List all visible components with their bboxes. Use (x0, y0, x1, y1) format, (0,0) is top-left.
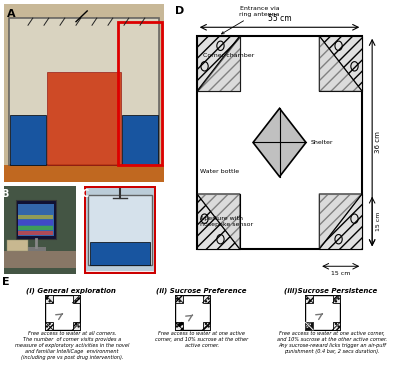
Bar (47, 72, 121, 165)
Bar (26, 247, 46, 253)
Text: B: B (1, 189, 8, 199)
Bar (197, 194, 240, 249)
Text: A: A (7, 9, 16, 19)
Text: 15 cm: 15 cm (376, 212, 381, 231)
Text: (iii)Sucrose Persistence: (iii)Sucrose Persistence (284, 287, 378, 294)
Text: Free access to water at one active
corner, and 10% sucrose at the other
active c: Free access to water at one active corne… (156, 331, 248, 348)
Text: (i) General exploration: (i) General exploration (26, 287, 116, 294)
Bar (10, 114, 46, 165)
Bar (197, 36, 362, 249)
Bar (197, 36, 240, 91)
Bar (88, 195, 152, 265)
Circle shape (306, 326, 308, 327)
Text: 55 cm: 55 cm (268, 14, 291, 23)
Bar (18, 215, 53, 219)
Bar (90, 242, 150, 265)
Bar (18, 204, 54, 236)
Text: Water bottle: Water bottle (200, 169, 239, 174)
Bar (306, 295, 313, 303)
Bar (332, 322, 340, 330)
Bar (4, 165, 164, 182)
Text: Entrance via
ring antenna: Entrance via ring antenna (222, 6, 280, 34)
Bar (9, 18, 159, 165)
Circle shape (181, 323, 183, 325)
Polygon shape (253, 108, 306, 177)
Bar (118, 22, 162, 165)
Text: (ii) Sucrose Preference: (ii) Sucrose Preference (156, 287, 246, 294)
Text: Aperture with
nosepoke sensor: Aperture with nosepoke sensor (200, 216, 253, 227)
Bar (18, 220, 53, 225)
Text: C: C (81, 189, 88, 199)
Text: Free access to water at one active corner,
and 10% sucrose at the other active c: Free access to water at one active corne… (277, 331, 387, 354)
Bar (16, 200, 56, 239)
Bar (306, 322, 313, 330)
Bar (176, 322, 183, 330)
Polygon shape (319, 194, 362, 249)
Bar (46, 295, 53, 303)
Bar (72, 322, 80, 330)
Text: Shelter: Shelter (311, 140, 334, 145)
Bar (306, 322, 313, 330)
Bar (72, 295, 80, 303)
Bar (319, 36, 362, 91)
Bar (202, 295, 210, 303)
Text: Corner chamber: Corner chamber (204, 53, 255, 58)
Text: D: D (175, 6, 184, 16)
Bar (122, 114, 158, 165)
Bar (332, 295, 340, 303)
Circle shape (309, 323, 310, 325)
Text: E: E (2, 277, 9, 287)
Bar (46, 322, 53, 330)
Polygon shape (197, 194, 240, 249)
Bar (18, 225, 53, 230)
Bar (176, 295, 183, 303)
Polygon shape (197, 36, 240, 91)
Bar (18, 231, 53, 235)
Text: 36 cm: 36 cm (376, 131, 382, 154)
Bar (4, 251, 76, 268)
Text: Free access to water at all corners.
The number  of corner visits provides a
mea: Free access to water at all corners. The… (15, 331, 129, 360)
Polygon shape (319, 36, 362, 91)
Text: 15 cm: 15 cm (331, 271, 350, 276)
Circle shape (178, 324, 181, 326)
Bar (319, 194, 362, 249)
Bar (7, 241, 28, 251)
Bar (202, 322, 210, 330)
